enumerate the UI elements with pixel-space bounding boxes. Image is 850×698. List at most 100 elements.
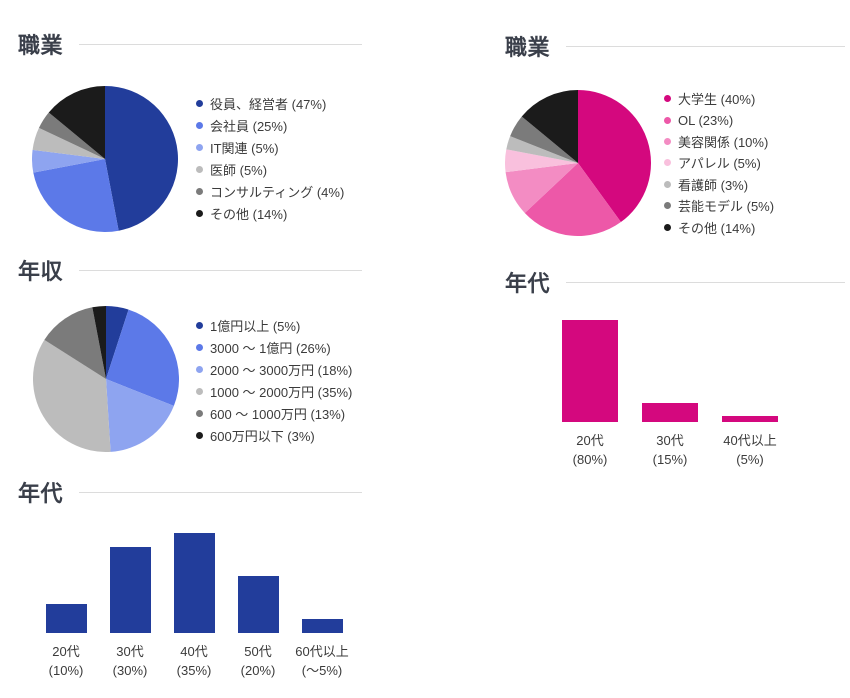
section-title-age-right: 年代	[505, 269, 845, 296]
bar	[722, 416, 778, 422]
legend-dot	[664, 180, 671, 188]
bar-label: 20代 (80%)	[573, 431, 608, 469]
bar-label-percent: (15%)	[652, 452, 688, 467]
bar	[45, 604, 87, 633]
legend-dot	[664, 159, 671, 167]
bar-label-category: 20代	[52, 644, 80, 659]
pie-slice	[510, 116, 578, 163]
pie-slice	[524, 163, 621, 236]
legend-label: その他 (14%)	[678, 220, 756, 236]
legend-item: その他 (14%)	[196, 202, 344, 224]
title-divider-line	[566, 45, 845, 47]
occupation-left-legend: 役員、経営者 (47%) 会社員 (25%) IT関連 (5%) 医師 (5%) コンサ…	[196, 92, 344, 224]
pie-slice	[578, 90, 651, 223]
bar-label-percent: (10%)	[48, 663, 84, 678]
legend-label: 芸能モデル (5%)	[678, 199, 775, 215]
bar-label-percent: (20%)	[240, 663, 276, 678]
legend-item: 美容関係 (10%)	[664, 131, 774, 152]
bar	[109, 547, 151, 633]
pie-slice	[106, 379, 174, 452]
legend-dot	[664, 116, 671, 124]
occupation-right-pie-chart	[505, 90, 651, 236]
bar-label-category: 30代	[656, 433, 684, 448]
legend-dot	[196, 143, 203, 151]
bar-label-category: 40代以上	[723, 433, 777, 448]
legend-item: アパレル (5%)	[664, 152, 774, 173]
section-title-text: 年収	[18, 259, 64, 284]
bar-label-percent: (35%)	[176, 663, 212, 678]
legend-dot	[196, 321, 203, 329]
age-right-bar-chart: 20代 (80%) 30代 (15%) 40代以上 (5%)	[550, 320, 790, 469]
pie-slice	[105, 86, 178, 231]
bar-label-percent: (30%)	[112, 663, 148, 678]
pie-slice	[32, 149, 105, 173]
bar-label-category: 40代	[180, 644, 208, 659]
pie-slice	[48, 86, 105, 159]
pie-slice	[106, 309, 179, 406]
bar-label-category: 60代以上	[295, 644, 349, 659]
legend-item: 600 〜 1000万円 (13%)	[196, 402, 352, 424]
pie-slice	[506, 136, 578, 163]
bar-label: 20代 (10%)	[49, 642, 84, 680]
pie-slice	[106, 306, 129, 379]
bar-group: 20代 (80%)	[550, 320, 630, 469]
bar	[173, 533, 215, 633]
legend-dot	[664, 202, 671, 210]
bar	[642, 403, 698, 422]
legend-label: IT関連 (5%)	[210, 140, 279, 156]
bar-group: 30代 (30%)	[98, 547, 162, 680]
bar	[301, 619, 343, 633]
section-title-text: 年代	[18, 481, 64, 506]
bar-label: 30代 (15%)	[653, 431, 688, 469]
legend-dot	[196, 431, 203, 439]
bar-label: 50代 (20%)	[241, 642, 276, 680]
bar	[562, 320, 618, 422]
bar-label-category: 30代	[116, 644, 144, 659]
section-title-occupation-left: 職業	[18, 31, 362, 58]
legend-dot	[196, 387, 203, 395]
bar-group: 30代 (15%)	[630, 403, 710, 469]
bar-label: 60代以上 (〜5%)	[295, 642, 348, 680]
legend-dot	[196, 165, 203, 173]
pie-slice	[33, 339, 111, 452]
legend-label: 役員、経営者 (47%)	[210, 96, 327, 112]
pie-slice	[521, 90, 578, 163]
legend-item: 看護師 (3%)	[664, 174, 774, 195]
legend-dot	[196, 187, 203, 195]
bar-group: 40代 (35%)	[162, 533, 226, 680]
legend-item: 芸能モデル (5%)	[664, 195, 774, 216]
legend-dot	[196, 365, 203, 373]
bar-label: 40代以上 (5%)	[723, 431, 776, 469]
bar-group: 20代 (10%)	[34, 604, 98, 680]
legend-label: コンサルティング (4%)	[210, 184, 345, 200]
legend-item: OL (23%)	[664, 109, 774, 130]
legend-item: コンサルティング (4%)	[196, 180, 344, 202]
legend-item: 1億円以上 (5%)	[196, 314, 352, 336]
legend-dot	[664, 95, 671, 103]
legend-label: 美容関係 (10%)	[678, 134, 769, 150]
title-divider-line	[79, 269, 362, 271]
legend-label: アパレル (5%)	[678, 156, 761, 172]
bar-label: 40代 (35%)	[177, 642, 212, 680]
section-title-age-left: 年代	[18, 479, 362, 506]
bar-group: 40代以上 (5%)	[710, 416, 790, 469]
pie-slice	[505, 163, 578, 213]
legend-item: 会社員 (25%)	[196, 114, 344, 136]
legend-label: 1億円以上 (5%)	[210, 318, 301, 334]
section-title-text: 職業	[18, 33, 64, 58]
legend-item: 医師 (5%)	[196, 158, 344, 180]
occupation-right-legend: 大学生 (40%) OL (23%) 美容関係 (10%) アパレル (5%) 看護師 …	[664, 88, 774, 238]
legend-item: IT関連 (5%)	[196, 136, 344, 158]
legend-item: 役員、経営者 (47%)	[196, 92, 344, 114]
legend-item: 3000 〜 1億円 (26%)	[196, 336, 352, 358]
legend-dot	[196, 121, 203, 129]
legend-label: 600万円以下 (3%)	[210, 428, 315, 444]
bar-group: 50代 (20%)	[226, 576, 290, 680]
pie-slice	[92, 306, 106, 379]
bar-group: 60代以上 (〜5%)	[290, 619, 354, 680]
title-divider-line	[566, 281, 845, 283]
bar-label-percent: (5%)	[736, 452, 764, 467]
section-title-text: 年代	[505, 271, 551, 296]
legend-label: 3000 〜 1億円 (26%)	[210, 340, 331, 356]
